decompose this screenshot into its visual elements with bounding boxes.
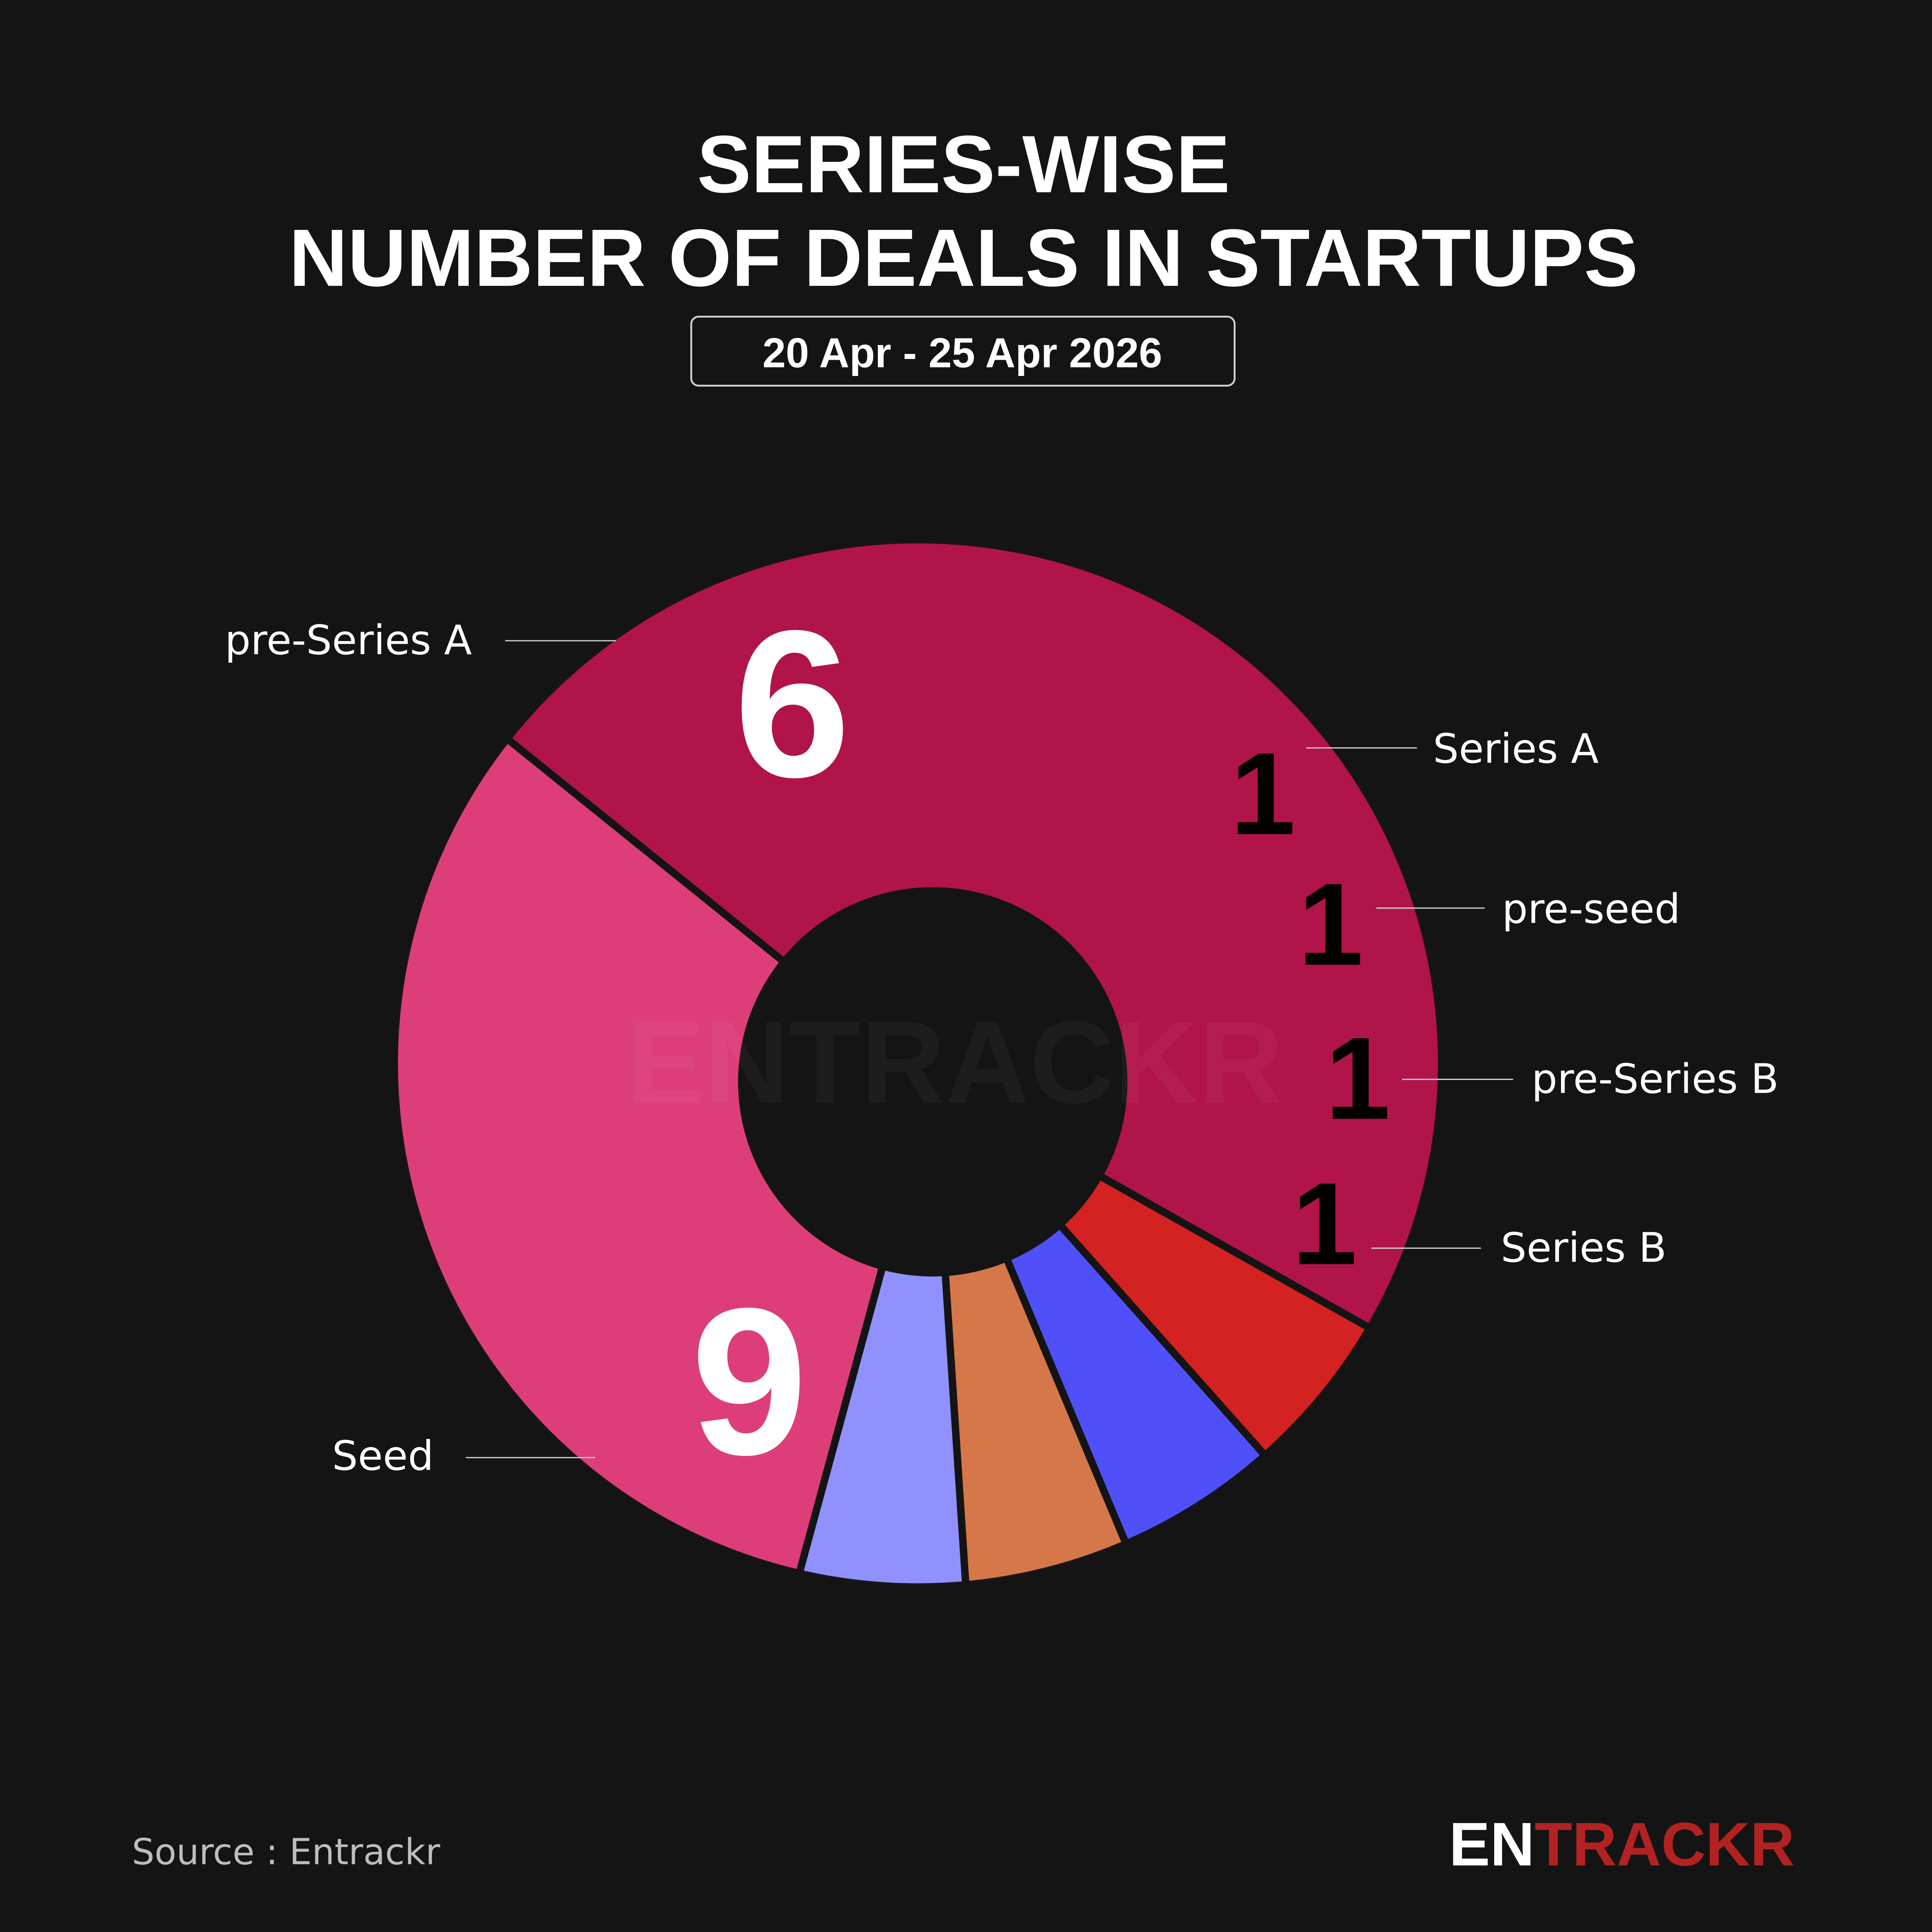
slice-series-b <box>929 1078 1439 1585</box>
leader-lines <box>466 640 1513 1458</box>
value-label-series-b: 1 <box>1292 1159 1357 1289</box>
logo: ENTRACKR <box>1449 1810 1795 1879</box>
source-note: Source : Entrackr <box>132 1831 440 1873</box>
donut-hole <box>738 887 1128 1277</box>
label-pre-series-b: pre-Series B <box>1532 1055 1779 1102</box>
label-pre-series-a: pre-Series A <box>225 616 472 664</box>
slice-pre-seed <box>929 1078 1270 1585</box>
value-label-pre-series-a: 6 <box>734 587 851 821</box>
slice-seed <box>396 542 1439 1509</box>
title-line-1: SERIES-WISE <box>697 118 1230 209</box>
value-label-pre-series-b: 1 <box>1325 1013 1390 1144</box>
label-series-a: Series A <box>1433 725 1599 772</box>
value-label-pre-seed: 1 <box>1298 859 1363 990</box>
slice-pre-series-b <box>929 1078 1439 1585</box>
logo-part-1: EN <box>1449 1810 1534 1879</box>
date-range-box <box>690 316 1236 387</box>
watermark: ENTRACKR <box>626 997 1283 1128</box>
value-label-series-a: 1 <box>1230 729 1295 859</box>
label-seed: Seed <box>332 1432 434 1480</box>
date-range: 20 Apr - 25 Apr 2026 <box>762 329 1162 376</box>
label-series-b: Series B <box>1501 1224 1667 1271</box>
label-pre-seed: pre-seed <box>1502 885 1680 932</box>
title-line-2: NUMBER OF DEALS IN STARTUPS <box>289 212 1638 303</box>
value-label-seed: 9 <box>691 1264 808 1498</box>
logo-part-2: TRACKR <box>1534 1810 1794 1879</box>
slice-series-a <box>703 1078 993 1585</box>
